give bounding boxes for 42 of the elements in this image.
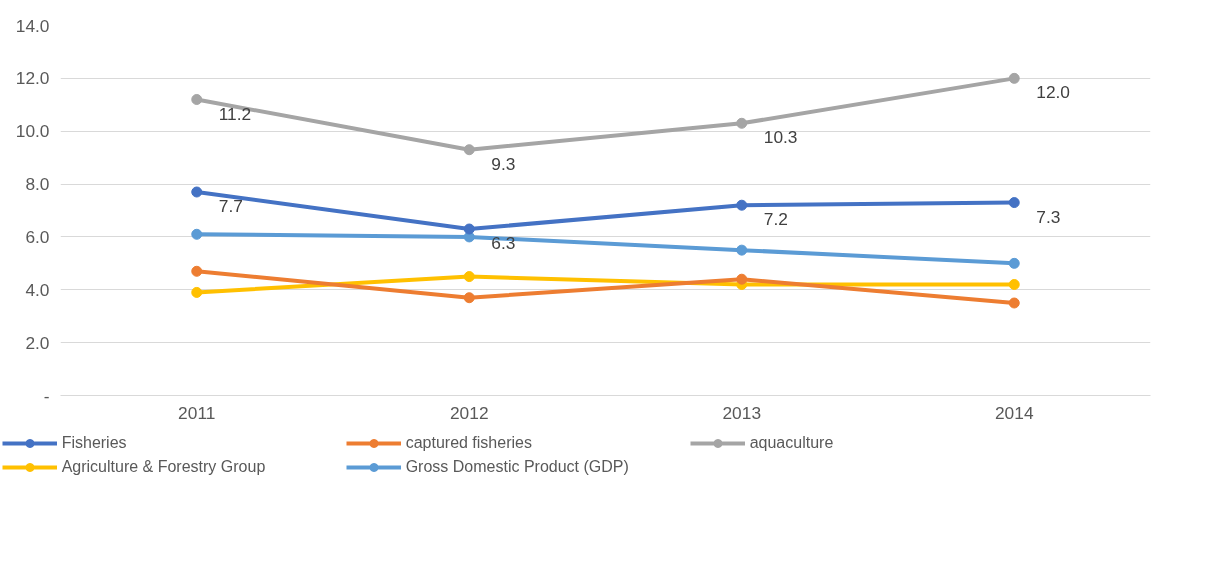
y-tick-label: 12.0 (15, 68, 50, 89)
point (1008, 197, 1020, 209)
point (463, 144, 475, 156)
point (1008, 72, 1020, 84)
y-tick-label: 6.0 (25, 226, 50, 247)
point (191, 228, 203, 240)
legend-label: captured fisheries (405, 434, 533, 452)
point (191, 186, 203, 198)
point (736, 244, 748, 256)
point (1008, 297, 1020, 309)
x-tick-label: 2013 (722, 402, 762, 423)
point (463, 223, 475, 235)
legend-label: aquaculture (749, 434, 835, 452)
y-tick-label: 8.0 (25, 174, 50, 195)
point (736, 199, 748, 211)
data-label: 7.3 (1036, 206, 1061, 227)
legend-label: Fisheries (61, 434, 128, 452)
point (191, 265, 203, 277)
data-label: 12.0 (1036, 82, 1070, 103)
y-tick-label: 2.0 (25, 332, 50, 353)
point (191, 286, 203, 298)
data-label: 7.2 (763, 209, 788, 230)
y-tick-label: 14.0 (15, 15, 50, 36)
x-tick-label: 2011 (178, 402, 216, 423)
data-label: 11.2 (218, 103, 252, 124)
point (1008, 279, 1020, 290)
y-tick-label: - (43, 385, 50, 406)
point (736, 117, 748, 129)
point (463, 292, 475, 304)
point (736, 273, 748, 285)
legend-label: Agriculture & Forestry Group (61, 458, 267, 476)
data-label: 9.3 (491, 153, 516, 174)
x-tick-label: 2012 (449, 402, 489, 423)
data-label: 7.7 (218, 196, 243, 216)
x-tick-label: 2014 (994, 402, 1034, 423)
y-tick-label: 10.0 (15, 121, 50, 142)
data-label: 10.3 (763, 127, 798, 148)
point (191, 94, 203, 105)
y-tick-label: 4.0 (25, 279, 50, 300)
point (463, 271, 475, 283)
point (1008, 257, 1020, 269)
legend-label: Gross Domestic Product (GDP) (405, 458, 630, 476)
